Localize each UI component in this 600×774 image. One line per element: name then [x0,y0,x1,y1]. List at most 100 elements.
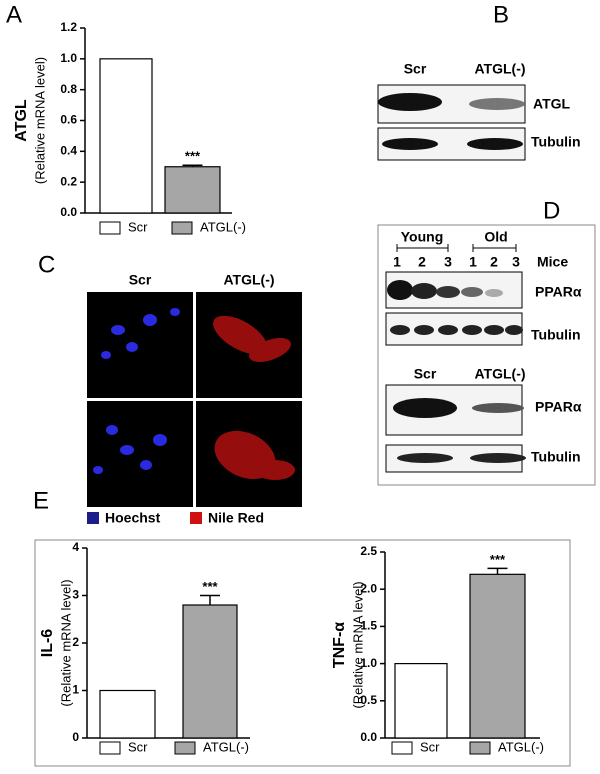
bands [390,325,523,335]
y-axis-subtitle: (Relative mRNA level) [350,581,365,708]
band [378,93,442,111]
image-c: Scr ATGL(-) Hoechst Nile Red [87,272,302,526]
band [436,286,460,298]
y-tick-label: 0.6 [60,113,77,127]
legend-swatch [174,741,196,755]
y-axis-title: TNF-α [331,622,348,668]
micrograph [87,292,193,398]
legend-swatch [190,512,202,524]
band [470,453,526,463]
legend-swatch [99,741,121,755]
y-axis-title: ATGL [13,99,30,142]
lane-label: 2 [418,254,426,270]
row-label: Tubulin [531,134,581,150]
panel-frame [377,224,596,486]
bar [469,573,526,739]
bar-chart: 0.0 0.5 1.0 1.5 2.0 2.5 TNF-α (Relative mRNA le… [331,544,544,755]
bar [99,689,156,739]
column-label: ATGL(-) [223,272,274,288]
panel-frame [34,539,571,767]
legend-label: Scr [420,739,440,754]
significance: *** [490,552,506,567]
legend-label: ATGL(-) [203,739,249,754]
y-tick-label: 1.0 [60,51,77,65]
band [397,453,453,463]
band [411,283,437,299]
panel-label: D [543,197,560,224]
bracket [396,244,517,252]
y-tick-label: 0.4 [60,144,77,158]
legend-swatch [469,741,491,755]
legend-swatch [171,221,193,235]
lane-label: 1 [469,254,477,270]
panel-label: A [6,1,22,28]
legend-swatch [99,221,121,235]
band [467,138,523,150]
y-tick-label: 3 [72,588,79,602]
y-tick-label: 2.0 [360,581,377,595]
y-axis-title: IL-6 [39,629,56,658]
error-bar [487,567,508,575]
y-tick-label: 4 [72,540,79,554]
panel-label: B [493,1,509,28]
y-tick-label: 1.5 [360,619,377,633]
y-tick-label: 0.0 [360,730,377,744]
legend-label: Nile Red [208,510,264,526]
group-label: Young [401,229,444,245]
row-label: Tubulin [531,327,581,343]
y-tick-label: 2 [72,635,79,649]
column-label: Scr [129,272,152,288]
lane-label: 3 [444,254,452,270]
lane-label: ATGL(-) [474,61,525,77]
band [485,289,503,297]
nuclei [93,308,180,474]
y-tick-label: 0 [72,730,79,744]
lane-label: Scr [414,366,437,382]
panel-label: C [38,251,55,278]
band [461,287,483,297]
lipids [213,315,295,480]
error-bar [200,594,220,605]
row-label: PPARα [535,284,582,300]
blot-d: Young Old 1 2 3 1 2 3 Mice PPARα Tubulin… [377,224,596,486]
y-tick-label: 0.2 [60,174,77,188]
row-label: PPARα [535,399,582,415]
y-tick-label: 1 [72,683,79,697]
bar-chart: 0.0 0.2 0.4 0.6 0.8 1.0 1.2 ATGL (Relative mRNA … [13,20,246,235]
band [387,280,413,300]
bar [182,604,238,739]
row-label: ATGL [533,96,571,112]
bar [164,166,221,214]
band [393,398,457,418]
legend-swatch [391,741,413,755]
lane-label: 1 [393,254,401,270]
lane-label: 2 [490,254,498,270]
y-axis-subtitle: (Relative mRNA level) [58,579,73,706]
y-tick-label: 0.0 [60,205,77,219]
y-tick-label: 1.2 [60,20,77,34]
lane-label: ATGL(-) [474,366,525,382]
error-bar [182,164,203,167]
bar [394,662,448,739]
group-label: Old [484,229,507,245]
row-label: Tubulin [531,449,581,465]
legend-label: Scr [128,739,148,754]
band [382,138,438,150]
y-tick-label: 0.5 [360,693,377,707]
legend-label: Scr [128,219,148,234]
legend-label: Hoechst [105,510,161,526]
lane-label: 3 [512,254,520,270]
legend-label: ATGL(-) [200,219,246,234]
panel-label: E [33,487,49,514]
legend-swatch [87,512,99,524]
legend-label: ATGL(-) [498,739,544,754]
y-tick-label: 0.8 [60,82,77,96]
y-tick-label: 1.0 [360,656,377,670]
y-tick-label: 2.5 [360,544,377,558]
band [469,98,525,110]
bar-chart: 0 1 2 3 4 IL-6 (Relative mRNA level) Scr *** ATGL… [39,540,250,755]
micrograph [87,401,193,507]
lane-title: Mice [537,254,568,270]
significance: *** [202,579,218,594]
